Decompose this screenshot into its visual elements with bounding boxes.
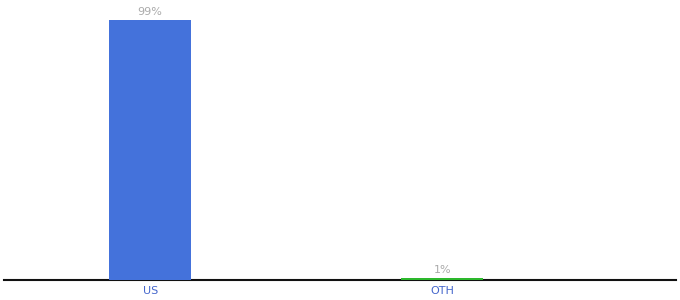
Text: 1%: 1%	[433, 265, 451, 275]
Text: 99%: 99%	[138, 7, 163, 17]
Bar	[109, 20, 191, 280]
Bar	[401, 278, 483, 280]
